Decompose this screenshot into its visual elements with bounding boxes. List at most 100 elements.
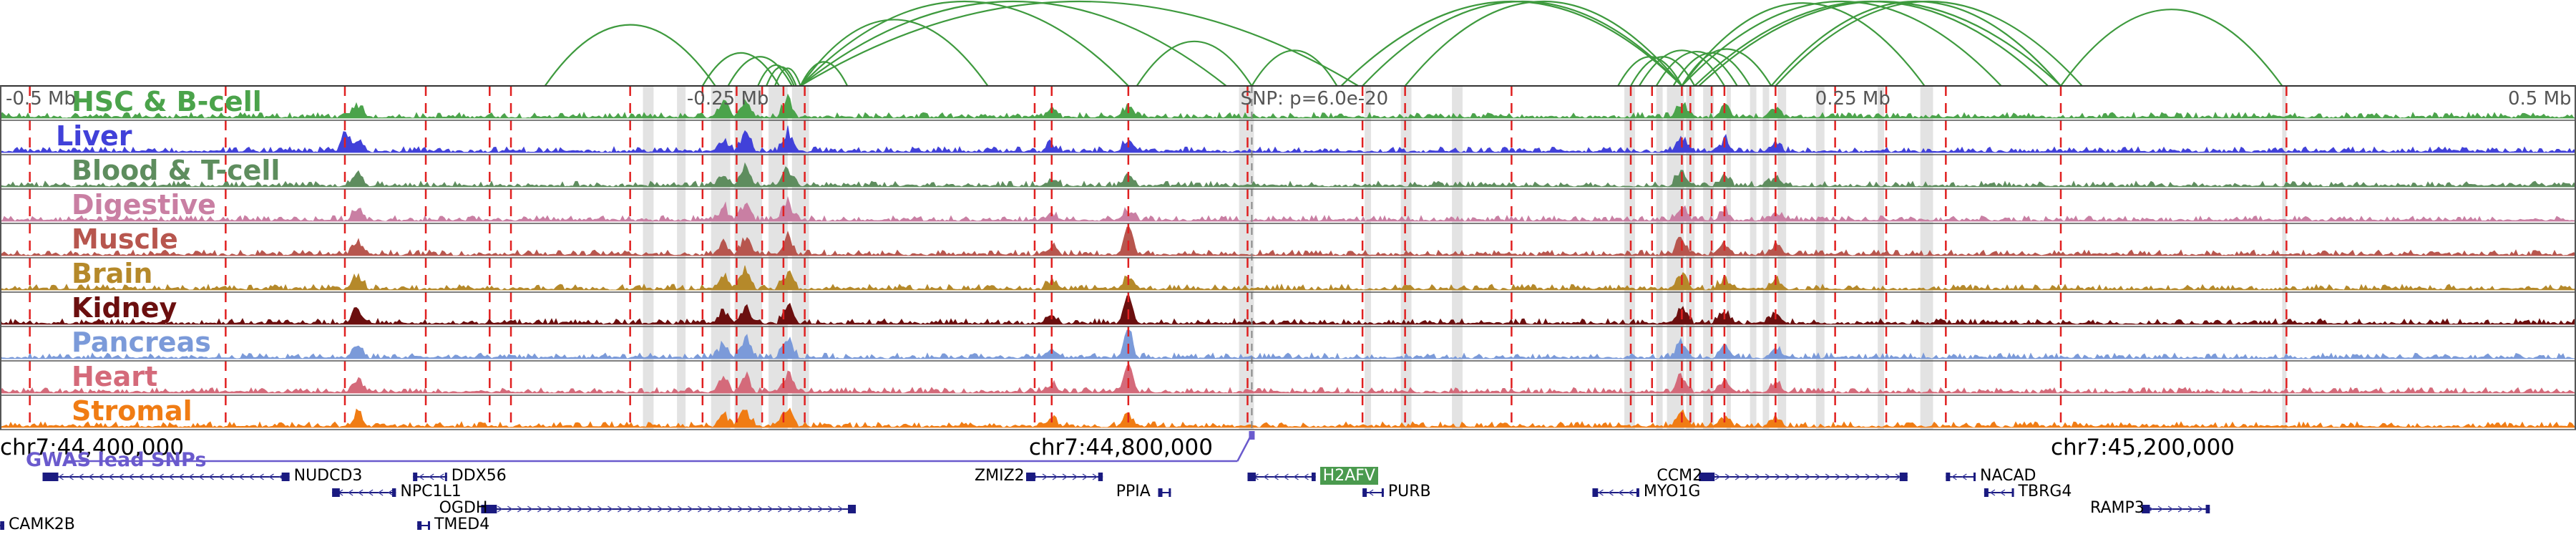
loop-arc-14 <box>1362 1 1683 87</box>
signal-track-5 <box>0 265 2576 291</box>
strand-arrow <box>138 473 144 480</box>
strand-arrow <box>1961 473 1967 480</box>
exon <box>392 488 396 497</box>
strand-arrow <box>88 473 94 480</box>
strand-arrow <box>838 505 844 513</box>
strand-arrow <box>1815 473 1821 480</box>
gwas-track-label: GWAS lead SNPs <box>26 449 207 471</box>
strand-arrow <box>1951 473 1957 480</box>
strand-arrow <box>1628 489 1634 496</box>
strand-arrow <box>1865 473 1871 480</box>
loop-arc-3 <box>757 64 795 87</box>
gwas-track <box>64 431 1255 463</box>
coordinate-label-1: chr7:44,800,000 <box>1028 435 1213 460</box>
strand-arrow <box>1618 489 1624 496</box>
strand-arrow <box>78 473 84 480</box>
exon <box>1592 488 1599 497</box>
strand-arrow <box>377 489 384 496</box>
strand-arrow <box>1835 473 1841 480</box>
strand-arrow <box>577 505 583 513</box>
scale-label-0: -0.5 Mb <box>6 88 76 110</box>
strand-arrow <box>547 505 553 513</box>
loop-arc-15 <box>1404 0 1683 87</box>
gene-label-1: DDX56 <box>451 467 507 485</box>
gene-label-13: CAMK2B <box>8 516 75 533</box>
loop-arc-9 <box>799 1 1227 87</box>
strand-arrow <box>2187 505 2194 513</box>
loop-arc-19 <box>1655 50 1738 87</box>
strand-arrow <box>638 505 643 513</box>
atac-tracks <box>0 93 2576 428</box>
gene-label-2: ZMIZ2 <box>975 467 1025 485</box>
exon <box>848 505 857 513</box>
strand-arrow <box>98 473 104 480</box>
loop-arc-26 <box>1770 0 2062 87</box>
signal-track-0 <box>0 93 2576 119</box>
loop-arc-0 <box>544 24 716 87</box>
strand-arrow <box>168 473 174 480</box>
strand-arrow <box>1608 489 1614 496</box>
exon <box>1362 488 1367 497</box>
strand-arrow <box>678 505 683 513</box>
loop-arc-25 <box>1698 0 2062 87</box>
loop-arc-12 <box>1251 49 1338 87</box>
exon <box>413 473 418 481</box>
strand-arrow <box>1263 473 1269 480</box>
loop-arc-6 <box>799 61 849 87</box>
strand-arrow <box>618 505 623 513</box>
strand-arrow <box>1714 473 1721 480</box>
exon <box>0 521 4 530</box>
gene-track <box>0 473 2210 530</box>
strand-arrow <box>1755 473 1761 480</box>
exon <box>1158 488 1163 497</box>
gwas-snp-marker <box>1249 431 1255 440</box>
loop-arc-21 <box>1681 48 1772 87</box>
loop-arc-11 <box>1136 40 1253 87</box>
track-label-2: Blood & T-cell <box>72 155 280 186</box>
strand-arrow <box>1775 473 1781 480</box>
strand-arrow <box>648 505 653 513</box>
exon <box>2011 488 2014 497</box>
strand-arrow <box>419 473 424 480</box>
loop-arc-8 <box>799 1 1129 87</box>
loop-arc-13 <box>1340 1 1683 87</box>
signal-track-2 <box>0 162 2576 188</box>
strand-arrow <box>527 505 533 513</box>
strand-arrow <box>1283 473 1289 480</box>
strand-arrow <box>1735 473 1741 480</box>
signal-track-7 <box>0 329 2576 359</box>
strand-arrow <box>2197 505 2204 513</box>
scale-label-1: -0.25 Mb <box>686 88 769 110</box>
loop-arc-22 <box>1681 2 1926 87</box>
exon <box>1899 473 1908 481</box>
strand-arrow <box>218 473 224 480</box>
exon <box>281 473 290 481</box>
strand-arrow <box>768 505 774 513</box>
track-label-0: HSC & B-cell <box>72 86 262 117</box>
gene-label-7: PPIA <box>1116 483 1151 500</box>
exon <box>42 473 59 481</box>
loop-arc-23 <box>1681 1 2002 87</box>
strand-arrow <box>1785 473 1791 480</box>
strand-arrow <box>439 473 444 480</box>
strand-arrow <box>778 505 784 513</box>
strand-arrow <box>2177 505 2184 513</box>
exon <box>2205 505 2210 513</box>
loop-arc-5 <box>774 67 801 87</box>
exon <box>1946 473 1951 481</box>
strand-arrow <box>708 505 713 513</box>
exon <box>1984 488 1989 497</box>
strand-arrow <box>248 473 254 480</box>
strand-arrow <box>587 505 593 513</box>
loop-arc-2 <box>727 56 793 87</box>
strand-arrow <box>1724 473 1731 480</box>
strand-arrow <box>1855 473 1861 480</box>
strand-arrow <box>1072 473 1078 480</box>
strand-arrow <box>658 505 663 513</box>
exon <box>1026 473 1035 481</box>
strand-arrow <box>128 473 134 480</box>
exon <box>1098 473 1103 481</box>
strand-arrow <box>268 473 274 480</box>
strand-arrow <box>1052 473 1058 480</box>
strand-arrow <box>828 505 834 513</box>
